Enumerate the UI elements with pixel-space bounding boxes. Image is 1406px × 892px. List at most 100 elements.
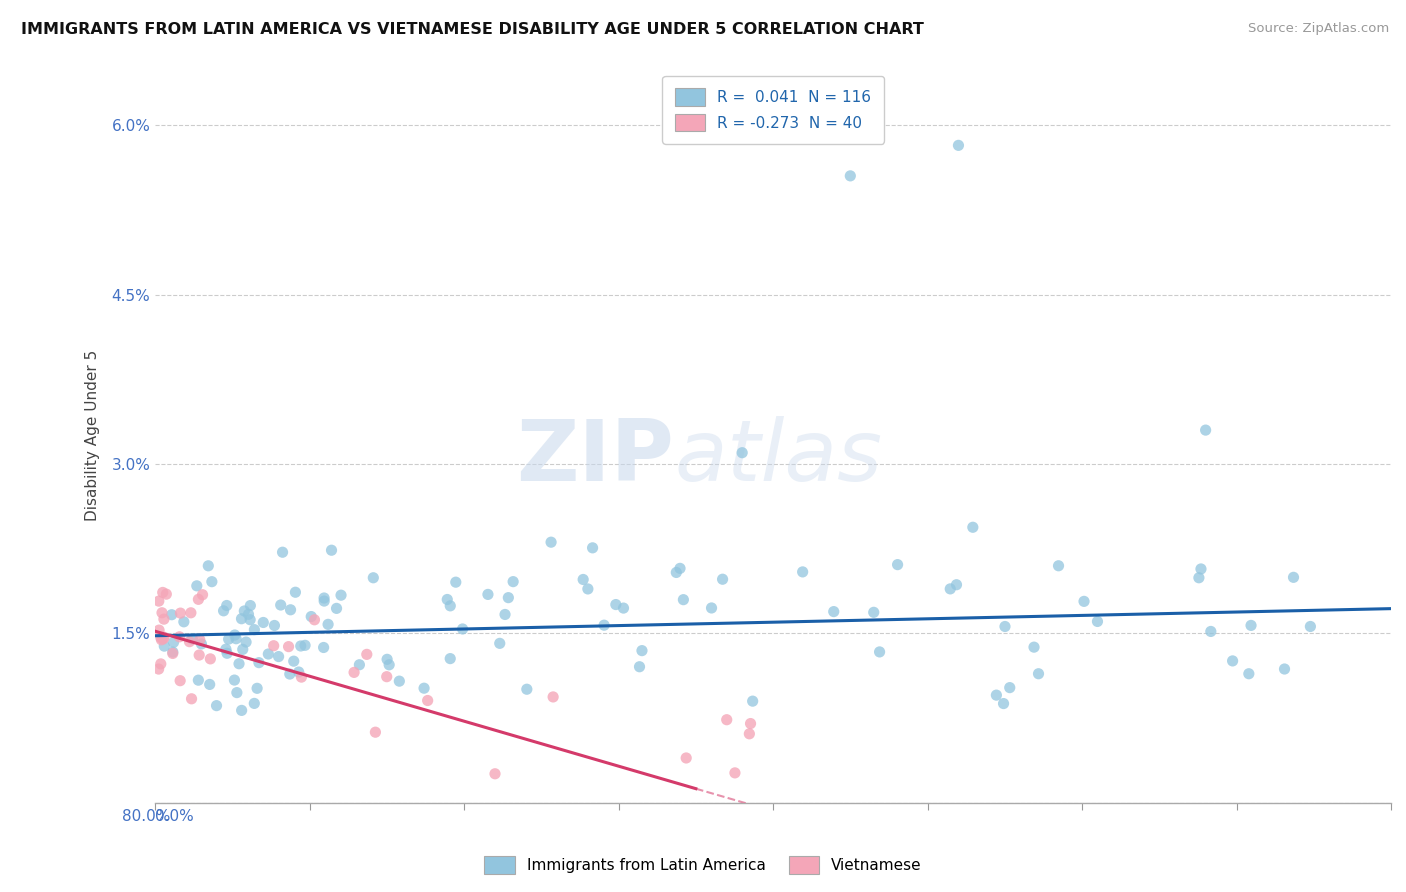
Point xyxy=(540,535,562,549)
Point xyxy=(148,623,170,637)
Point xyxy=(153,639,176,653)
Point xyxy=(325,601,347,615)
Point xyxy=(439,599,461,613)
Point xyxy=(149,657,172,671)
Point xyxy=(243,697,266,711)
Point xyxy=(724,765,747,780)
Point xyxy=(672,592,695,607)
Point xyxy=(231,612,253,626)
Point xyxy=(188,632,211,647)
Point xyxy=(247,656,270,670)
Point xyxy=(153,612,176,626)
Point xyxy=(945,578,967,592)
Point xyxy=(162,635,184,649)
Point xyxy=(314,594,336,608)
Point xyxy=(284,585,307,599)
Point xyxy=(1022,640,1045,655)
Point xyxy=(375,670,398,684)
Point xyxy=(1073,594,1095,608)
Point xyxy=(150,632,173,647)
Text: 0.0%: 0.0% xyxy=(155,809,194,824)
Point xyxy=(270,598,292,612)
Point xyxy=(1188,571,1211,585)
Point xyxy=(502,574,524,589)
Point xyxy=(498,591,520,605)
Point xyxy=(1237,666,1260,681)
Point xyxy=(215,599,238,613)
Point xyxy=(191,588,214,602)
Point xyxy=(215,642,238,657)
Point xyxy=(581,541,603,555)
Text: IMMIGRANTS FROM LATIN AMERICA VS VIETNAMESE DISABILITY AGE UNDER 5 CORRELATION C: IMMIGRANTS FROM LATIN AMERICA VS VIETNAM… xyxy=(21,22,924,37)
Point xyxy=(200,652,222,666)
Point xyxy=(316,617,339,632)
Point xyxy=(205,698,228,713)
Point xyxy=(444,575,467,590)
Point xyxy=(741,694,763,708)
Point xyxy=(217,646,239,660)
Point xyxy=(186,579,208,593)
Point xyxy=(187,592,209,607)
Point xyxy=(271,545,294,559)
Point xyxy=(343,665,366,680)
Point xyxy=(1199,624,1222,639)
Point xyxy=(283,654,305,668)
Point xyxy=(180,691,202,706)
Point xyxy=(939,582,962,596)
Point xyxy=(225,632,247,646)
Point xyxy=(948,138,970,153)
Point xyxy=(197,558,219,573)
Point xyxy=(243,623,266,637)
Point xyxy=(631,643,654,657)
Point xyxy=(224,673,246,687)
Point xyxy=(152,632,174,646)
Point xyxy=(152,585,174,599)
Point xyxy=(628,659,651,673)
Point xyxy=(349,657,371,672)
Point xyxy=(153,630,176,644)
Point xyxy=(665,566,688,580)
Point xyxy=(700,601,723,615)
Point xyxy=(212,604,235,618)
Point xyxy=(228,657,250,671)
Point xyxy=(378,657,401,672)
Point xyxy=(711,572,734,586)
Point xyxy=(1087,615,1109,629)
Point xyxy=(993,697,1015,711)
Point xyxy=(267,649,290,664)
Point xyxy=(225,685,247,699)
Point xyxy=(488,636,510,650)
Point xyxy=(198,677,221,691)
Point xyxy=(304,613,326,627)
Point xyxy=(436,592,458,607)
Point xyxy=(839,169,862,183)
Point xyxy=(792,565,814,579)
Point xyxy=(484,766,506,780)
Legend: Immigrants from Latin America, Vietnamese: Immigrants from Latin America, Vietnames… xyxy=(478,850,928,880)
Point xyxy=(823,605,845,619)
Point xyxy=(187,673,209,688)
Point xyxy=(169,630,191,644)
Point xyxy=(231,703,253,717)
Point xyxy=(576,582,599,596)
Point xyxy=(1222,654,1244,668)
Point xyxy=(1299,619,1322,633)
Point xyxy=(321,543,343,558)
Point xyxy=(740,716,762,731)
Point xyxy=(388,674,411,689)
Point xyxy=(173,615,195,629)
Point xyxy=(862,605,884,619)
Point xyxy=(494,607,516,622)
Point xyxy=(612,601,634,615)
Point xyxy=(181,632,204,646)
Point xyxy=(998,681,1021,695)
Point xyxy=(169,673,191,688)
Point xyxy=(413,681,436,696)
Point xyxy=(299,609,322,624)
Legend: R =  0.041  N = 116, R = -0.273  N = 40: R = 0.041 N = 116, R = -0.273 N = 40 xyxy=(662,76,884,144)
Point xyxy=(263,618,285,632)
Point xyxy=(312,640,335,655)
Point xyxy=(162,647,184,661)
Point xyxy=(1194,423,1216,437)
Point xyxy=(239,613,262,627)
